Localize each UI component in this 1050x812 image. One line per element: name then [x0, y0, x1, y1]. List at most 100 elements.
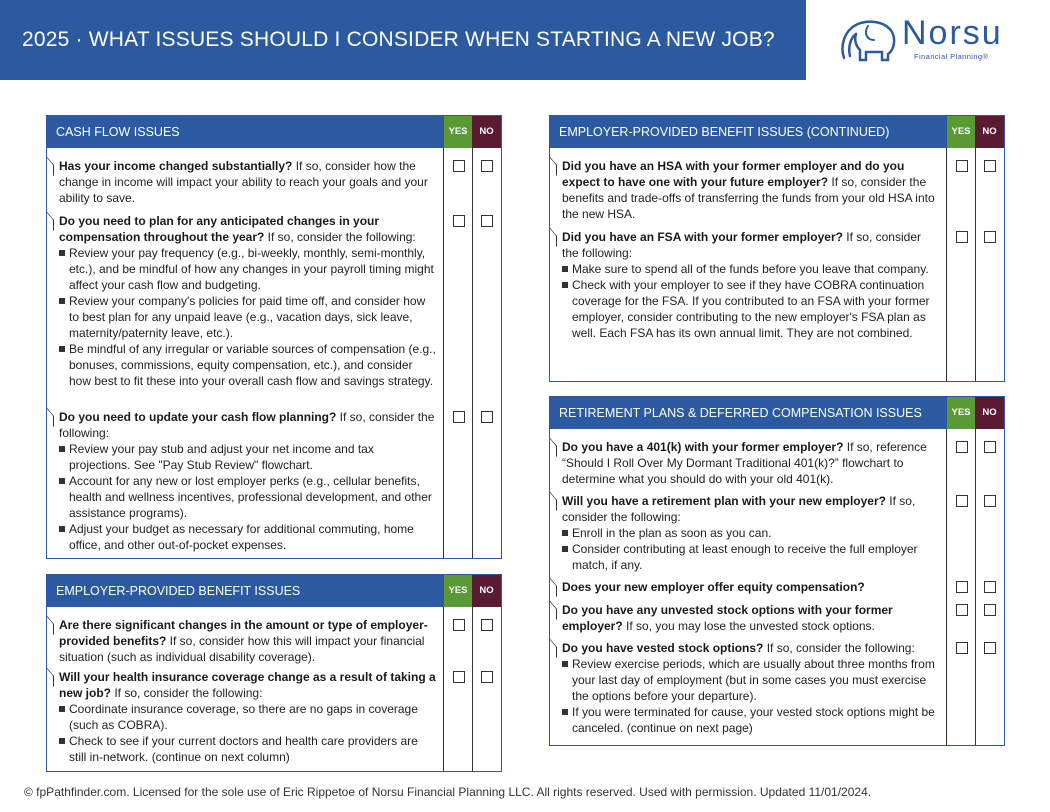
- question-text: Has your income changed substantially?: [59, 159, 293, 173]
- question-detail: If so, consider the following:: [562, 230, 921, 260]
- no-checkbox[interactable]: [984, 604, 996, 616]
- bullet-item: Check to see if your current doctors and…: [59, 733, 437, 765]
- question-item: Does your new employer offer equity comp…: [550, 579, 940, 595]
- question-detail: If so, reference “Should I Roll Over My …: [562, 440, 927, 486]
- no-column-header: NO: [975, 116, 1004, 148]
- yes-checkbox[interactable]: [956, 231, 968, 243]
- no-checkbox[interactable]: [984, 495, 996, 507]
- question-detail: If so, consider the following:: [763, 641, 915, 655]
- panel-header: EMPLOYER-PROVIDED BENEFIT ISSUES YES NO: [47, 575, 501, 607]
- question-detail: If so, consider the benefits and trade-o…: [562, 175, 935, 221]
- panel-body: Do you have a 401(k) with your former em…: [550, 429, 1004, 745]
- bullet-item: If you were terminated for cause, your v…: [562, 704, 940, 736]
- yes-column-header: YES: [947, 397, 975, 429]
- question-item: Has your income changed substantially? I…: [47, 158, 437, 206]
- panel-header: RETIREMENT PLANS & DEFERRED COMPENSATION…: [550, 397, 1004, 429]
- bullet-item: Check with your employer to see if they …: [562, 277, 940, 341]
- question-text: Are there significant changes in the amo…: [59, 618, 428, 648]
- header-banner: 2025 · WHAT ISSUES SHOULD I CONSIDER WHE…: [0, 0, 806, 80]
- no-checkbox[interactable]: [481, 215, 493, 227]
- no-checkbox[interactable]: [481, 671, 493, 683]
- question-detail: If so, consider how the change in income…: [59, 159, 428, 205]
- panel-header: EMPLOYER-PROVIDED BENEFIT ISSUES (CONTIN…: [550, 116, 1004, 148]
- bullet-item: Review your pay stub and adjust your net…: [59, 441, 437, 473]
- question-item: Will your health insurance coverage chan…: [47, 669, 437, 765]
- question-text: Will your health insurance coverage chan…: [59, 670, 436, 700]
- no-checkbox[interactable]: [984, 231, 996, 243]
- question-text: Do you have a 401(k) with your former em…: [562, 440, 844, 454]
- bullet-item: Make sure to spend all of the funds befo…: [562, 261, 940, 277]
- footer-copyright: © fpPathfinder.com. Licensed for the sol…: [24, 785, 872, 799]
- no-column-header: NO: [472, 575, 501, 607]
- yes-column-header: YES: [947, 116, 975, 148]
- panel-title: EMPLOYER-PROVIDED BENEFIT ISSUES: [56, 584, 301, 598]
- question-item: Do you have any unvested stock options w…: [550, 602, 940, 634]
- question-text: Do you have any unvested stock options w…: [562, 603, 893, 633]
- no-column-header: NO: [975, 397, 1004, 429]
- yes-checkbox[interactable]: [956, 495, 968, 507]
- benefits-continued-panel: EMPLOYER-PROVIDED BENEFIT ISSUES (CONTIN…: [549, 115, 1005, 382]
- question-text: Do you have vested stock options?: [562, 641, 764, 655]
- retirement-panel: RETIREMENT PLANS & DEFERRED COMPENSATION…: [549, 396, 1005, 746]
- yes-checkbox[interactable]: [453, 160, 465, 172]
- bullet-item: Review your pay frequency (e.g., bi-week…: [59, 245, 437, 293]
- panel-title: RETIREMENT PLANS & DEFERRED COMPENSATION…: [559, 406, 922, 420]
- yes-checkbox[interactable]: [453, 215, 465, 227]
- cash-flow-panel: CASH FLOW ISSUES YES NO Has your income …: [46, 115, 502, 559]
- elephant-icon: [841, 20, 896, 62]
- benefits-panel: EMPLOYER-PROVIDED BENEFIT ISSUES YES NO …: [46, 574, 502, 772]
- yes-column-header: YES: [444, 116, 472, 148]
- bullet-item: Enroll in the plan as soon as you can.: [562, 525, 940, 541]
- question-item: Do you need to plan for any anticipated …: [47, 213, 437, 389]
- question-item: Do you have a 401(k) with your former em…: [550, 439, 940, 487]
- yes-checkbox[interactable]: [956, 441, 968, 453]
- bullet-item: Consider contributing at least enough to…: [562, 541, 940, 573]
- logo: [806, 0, 1050, 80]
- bullet-item: Be mindful of any irregular or variable …: [59, 341, 437, 389]
- panel-title: EMPLOYER-PROVIDED BENEFIT ISSUES (CONTIN…: [559, 125, 890, 139]
- question-detail: If so, consider the following:: [111, 686, 263, 700]
- logo-name: Norsu: [902, 14, 1003, 52]
- question-text: Will you have a retirement plan with you…: [562, 494, 886, 508]
- question-text: Does your new employer offer equity comp…: [562, 580, 865, 594]
- yes-checkbox[interactable]: [956, 581, 968, 593]
- bullet-item: Account for any new or lost employer per…: [59, 473, 437, 521]
- no-checkbox[interactable]: [984, 581, 996, 593]
- question-item: Do you have vested stock options? If so,…: [550, 640, 940, 736]
- no-checkbox[interactable]: [481, 619, 493, 631]
- no-column-header: NO: [472, 116, 501, 148]
- yes-checkbox[interactable]: [453, 619, 465, 631]
- bullet-item: Coordinate insurance coverage, so there …: [59, 701, 437, 733]
- question-detail: If so, you may lose the unvested stock o…: [622, 619, 875, 633]
- question-item: Do you need to update your cash flow pla…: [47, 409, 437, 553]
- bullet-item: Adjust your budget as necessary for addi…: [59, 521, 437, 553]
- no-checkbox[interactable]: [984, 642, 996, 654]
- panel-body: Did you have an HSA with your former emp…: [550, 148, 1004, 381]
- question-detail: If so, consider the following:: [264, 230, 416, 244]
- no-checkbox[interactable]: [984, 160, 996, 172]
- question-text: Do you need to plan for any anticipated …: [59, 214, 380, 244]
- yes-checkbox[interactable]: [956, 604, 968, 616]
- panel-header: CASH FLOW ISSUES YES NO: [47, 116, 501, 148]
- no-checkbox[interactable]: [984, 441, 996, 453]
- no-checkbox[interactable]: [481, 411, 493, 423]
- yes-checkbox[interactable]: [453, 411, 465, 423]
- yes-checkbox[interactable]: [956, 160, 968, 172]
- no-checkbox[interactable]: [481, 160, 493, 172]
- question-text: Did you have an HSA with your former emp…: [562, 159, 905, 189]
- question-item: Did you have an FSA with your former emp…: [550, 229, 940, 341]
- bullet-item: Review your company's policies for paid …: [59, 293, 437, 341]
- question-detail: If so, consider the following:: [562, 494, 916, 524]
- yes-column-header: YES: [444, 575, 472, 607]
- question-item: Are there significant changes in the amo…: [47, 617, 437, 665]
- question-text: Did you have an FSA with your former emp…: [562, 230, 843, 244]
- panel-title: CASH FLOW ISSUES: [56, 125, 180, 139]
- yes-checkbox[interactable]: [956, 642, 968, 654]
- question-text: Do you need to update your cash flow pla…: [59, 410, 337, 424]
- logo-tagline: Financial Planning®: [914, 52, 989, 61]
- bullet-item: Review exercise periods, which are usual…: [562, 656, 940, 704]
- question-item: Did you have an HSA with your former emp…: [550, 158, 940, 222]
- panel-body: Has your income changed substantially? I…: [47, 148, 501, 558]
- question-item: Will you have a retirement plan with you…: [550, 493, 940, 573]
- yes-checkbox[interactable]: [453, 671, 465, 683]
